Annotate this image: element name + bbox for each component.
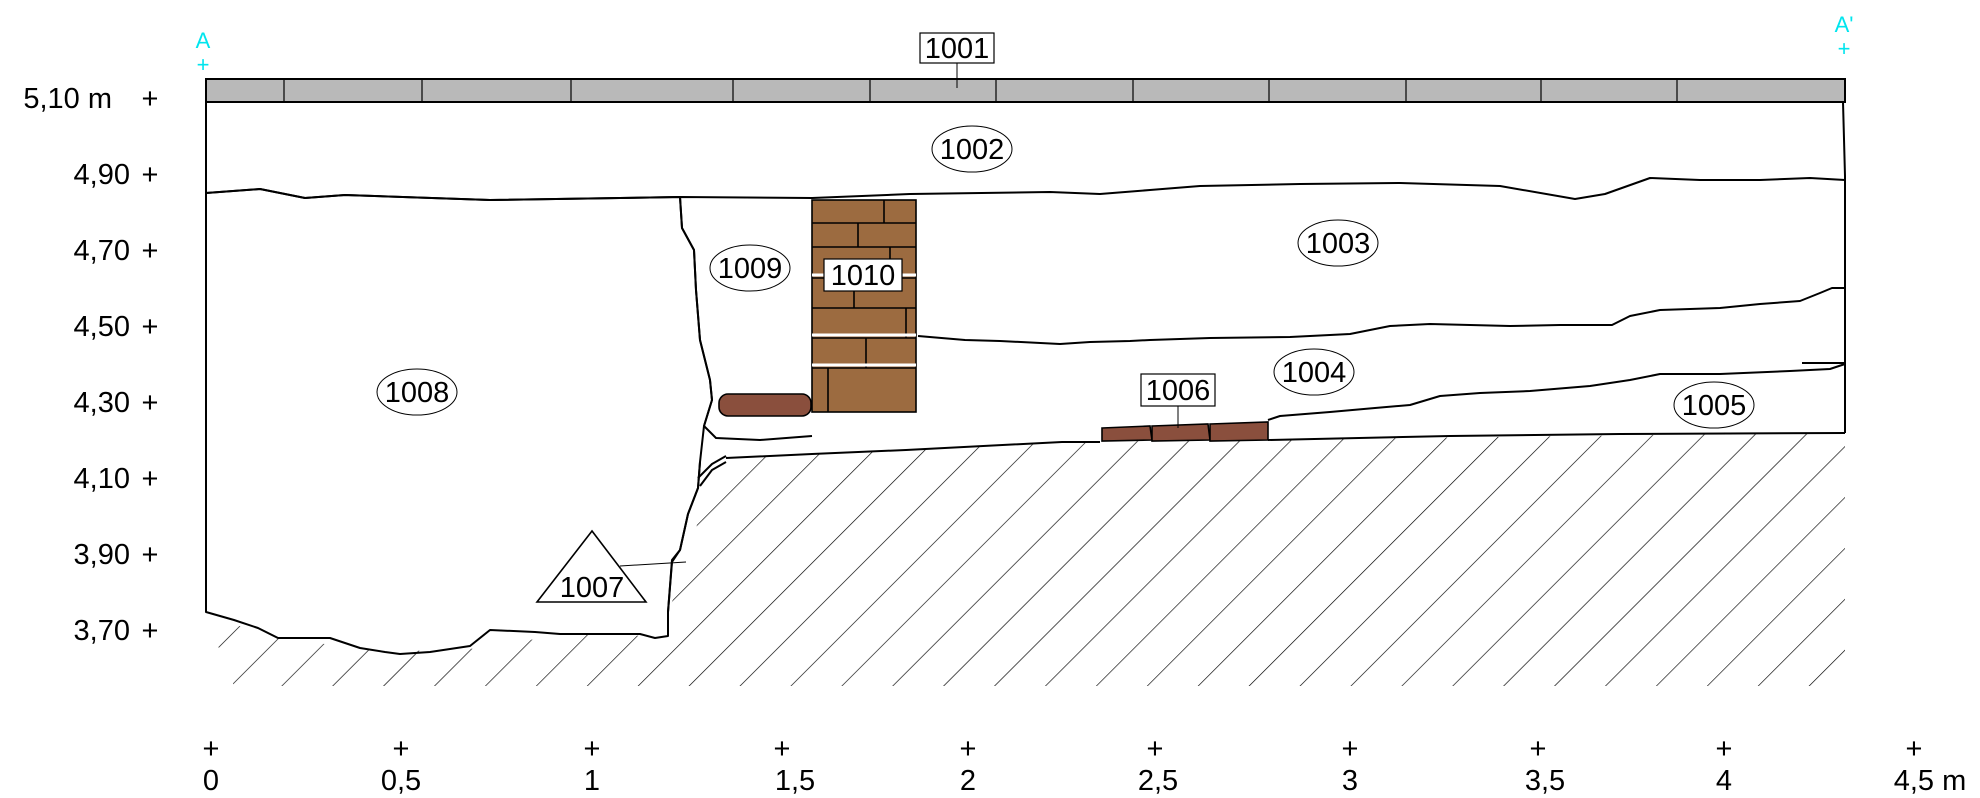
boundary-1005-base xyxy=(1267,432,1846,441)
distance-tick: + xyxy=(1530,733,1547,765)
elevation-tick: + xyxy=(142,387,159,419)
elevation-tick: + xyxy=(142,463,159,495)
context-1003-label: 1003 xyxy=(1306,228,1371,260)
context-1006-label: 1006 xyxy=(1146,375,1211,407)
elevation-tick: + xyxy=(142,615,159,647)
distance-label: 1,5 xyxy=(775,765,815,797)
distance-scale: + 0 + 0,5 + 1 + 1,5 + 2 + 2,5 + 3 + 3,5 … xyxy=(203,733,1967,797)
distance-label: 3 xyxy=(1342,765,1358,797)
context-1008-ellipse xyxy=(376,368,458,416)
distance-tick: + xyxy=(1716,733,1733,765)
elevation-label: 4,30 xyxy=(74,387,130,419)
survey-point-a-prime-cross: + xyxy=(1838,36,1851,61)
elevation-label: 4,70 xyxy=(74,235,130,267)
context-1001-topsoil xyxy=(205,78,1846,103)
context-1009-west-edge xyxy=(667,461,701,613)
context-1010-box xyxy=(823,258,903,292)
topsoil-subdivisions xyxy=(283,79,1678,102)
context-1001-box xyxy=(919,32,995,64)
context-1006-stones xyxy=(1101,421,1269,442)
boundary-1004-base xyxy=(725,441,1100,459)
distance-label: 3,5 xyxy=(1525,765,1565,797)
elevation-label: 5,10 m xyxy=(23,83,112,115)
distance-tick: + xyxy=(203,733,220,765)
context-1009-ellipse xyxy=(709,244,791,292)
elevation-label: 4,10 xyxy=(74,463,130,495)
context-1007-triangle-marker xyxy=(535,529,648,603)
natural-subsoil-hatched xyxy=(206,433,1845,686)
distance-label: 4,5 m xyxy=(1894,765,1967,797)
distance-tick: + xyxy=(774,733,791,765)
wall-1010-masonry xyxy=(811,199,917,413)
context-1004-label: 1004 xyxy=(1282,357,1347,389)
context-1005-label: 1005 xyxy=(1682,390,1747,422)
context-1009-cut-line xyxy=(679,196,713,427)
elevation-label: 3,70 xyxy=(74,615,130,647)
elevation-tick: + xyxy=(142,235,159,267)
distance-label: 2,5 xyxy=(1138,765,1178,797)
context-1007-label: 1007 xyxy=(560,572,625,604)
elevation-label: 4,90 xyxy=(74,159,130,191)
context-1002-label: 1002 xyxy=(940,134,1005,166)
distance-tick: + xyxy=(1147,733,1164,765)
boundary-1004-1005 xyxy=(1267,363,1846,421)
distance-tick: + xyxy=(393,733,410,765)
context-1010-label: 1010 xyxy=(831,260,896,292)
distance-label: 2 xyxy=(960,765,976,797)
stone-beside-wall-1010 xyxy=(718,393,812,417)
context-1006-box xyxy=(1140,373,1216,407)
distance-tick: + xyxy=(960,733,977,765)
survey-point-a-prime-label: A' xyxy=(1835,12,1854,37)
context-1004-ellipse xyxy=(1273,348,1355,396)
elevation-tick: + xyxy=(142,83,159,115)
distance-tick: + xyxy=(1906,733,1923,765)
context-1007-leader xyxy=(619,561,687,567)
context-1009-base-line xyxy=(703,425,813,441)
context-1008-deposit xyxy=(205,188,713,655)
context-1009-label: 1009 xyxy=(718,253,783,285)
elevation-tick: + xyxy=(142,311,159,343)
context-1002-ellipse xyxy=(931,125,1013,173)
distance-tick: + xyxy=(584,733,601,765)
distance-label: 1 xyxy=(584,765,600,797)
context-1003-ellipse xyxy=(1297,219,1379,267)
context-1005-ellipse xyxy=(1673,381,1755,429)
distance-tick: + xyxy=(1342,733,1359,765)
distance-label: 0,5 xyxy=(381,765,421,797)
elevation-label: 3,90 xyxy=(74,539,130,571)
distance-label: 0 xyxy=(203,765,219,797)
boundary-1002-1003 xyxy=(205,177,1846,201)
distance-label: 4 xyxy=(1716,765,1732,797)
elevation-tick: + xyxy=(142,539,159,571)
context-1001-label: 1001 xyxy=(925,33,990,65)
elevation-tick: + xyxy=(142,159,159,191)
elevation-scale: 5,10 m + 4,90 + 4,70 + 4,50 + 4,30 + 4,1… xyxy=(23,83,158,647)
context-1008-label: 1008 xyxy=(385,377,450,409)
cut-edge-double-line xyxy=(697,455,727,487)
boundary-1003-1004 xyxy=(917,287,1845,345)
survey-point-a-cross: + xyxy=(197,52,210,77)
survey-point-a-label: A xyxy=(196,28,211,53)
elevation-label: 4,50 xyxy=(74,311,130,343)
